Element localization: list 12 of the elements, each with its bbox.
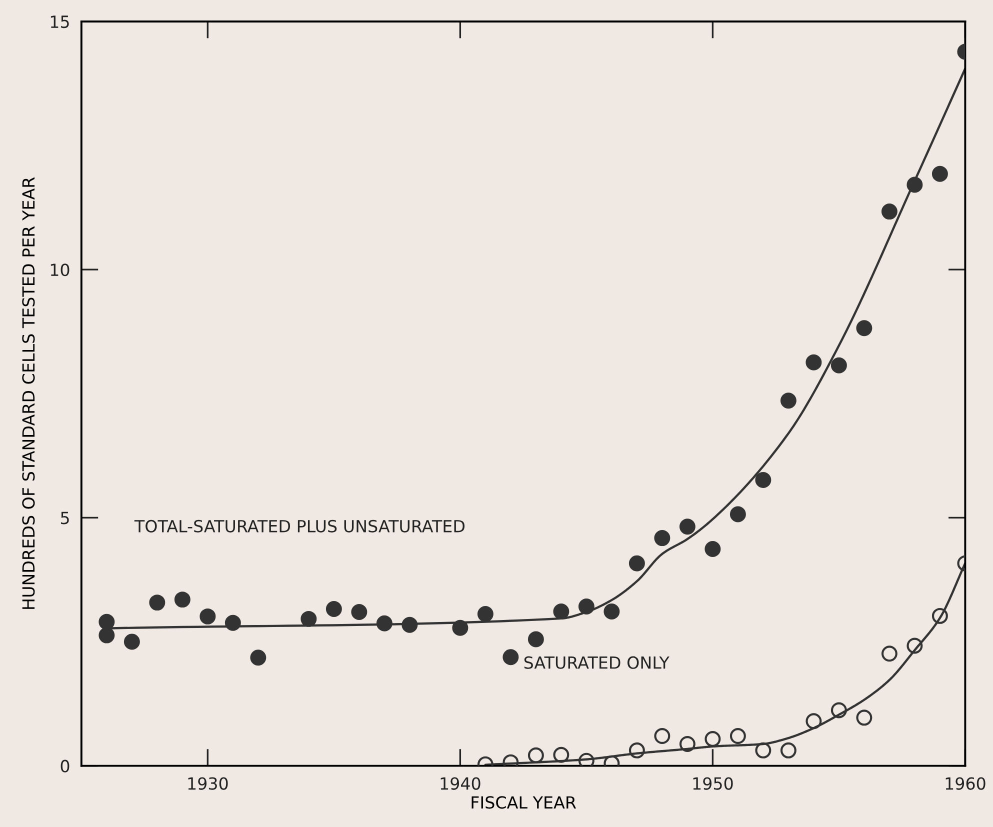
x-tick-label: 1940 bbox=[440, 777, 480, 790]
x-tick-label: 1950 bbox=[693, 777, 733, 790]
x-tick-label: 1930 bbox=[188, 777, 228, 790]
y-tick-label: 0 bbox=[60, 760, 70, 772]
annotation: SATURATED ONLY bbox=[524, 656, 670, 669]
y-axis-title: HUNDREDS OF STANDARD CELLS TESTED PER YEAR bbox=[22, 177, 35, 609]
annotation: TOTAL-SATURATED PLUS UNSATURATED bbox=[134, 520, 465, 532]
y-tick-label: 5 bbox=[60, 512, 69, 524]
x-tick-label: 1960 bbox=[946, 777, 986, 790]
x-axis-title: FISCAL YEAR bbox=[472, 796, 576, 809]
y-tick-label: 15 bbox=[50, 16, 69, 28]
y-tick-label: 10 bbox=[50, 264, 70, 276]
